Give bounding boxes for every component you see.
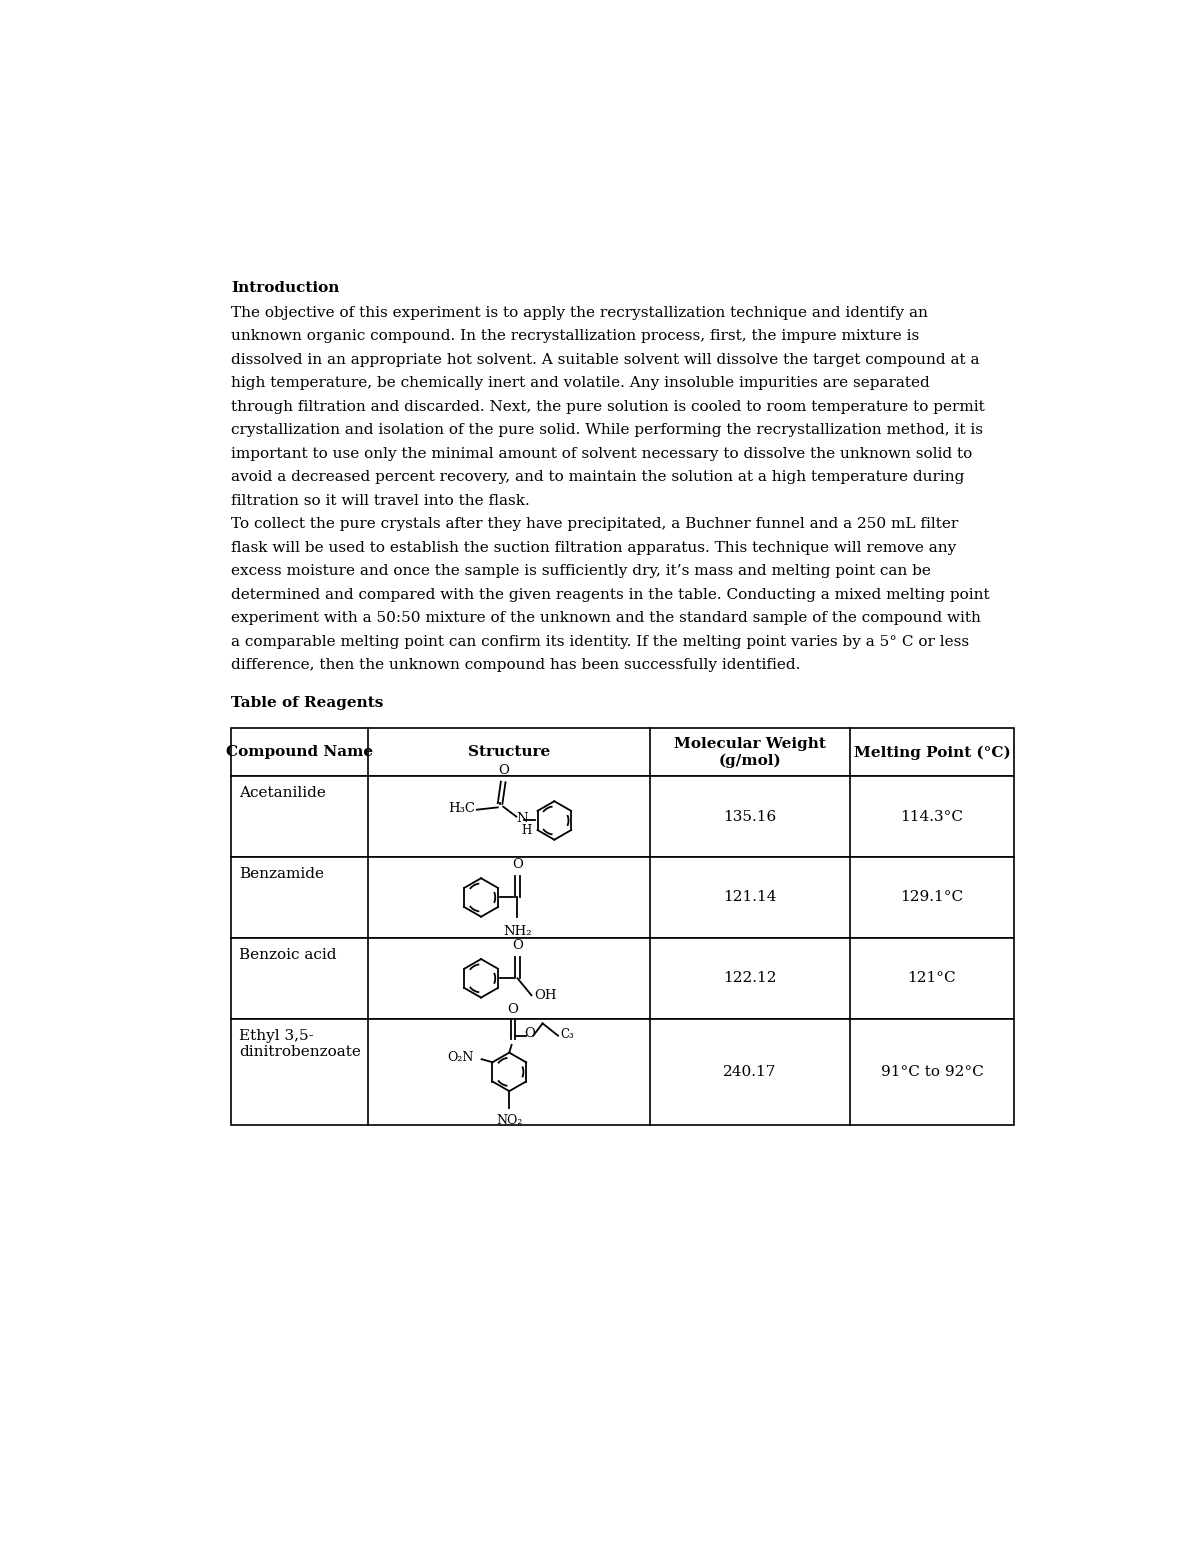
Text: Benzamide: Benzamide [239,867,324,881]
Text: excess moisture and once the sample is sufficiently dry, it’s mass and melting p: excess moisture and once the sample is s… [232,564,931,578]
Text: 240.17: 240.17 [724,1065,776,1079]
Text: unknown organic compound. In the recrystallization process, first, the impure mi: unknown organic compound. In the recryst… [232,329,919,343]
Text: O₂N: O₂N [448,1051,474,1064]
Text: Table of Reagents: Table of Reagents [232,696,384,710]
Text: Structure: Structure [468,745,551,759]
Text: Introduction: Introduction [232,281,340,295]
Text: dissolved in an appropriate hot solvent. A suitable solvent will dissolve the ta: dissolved in an appropriate hot solvent.… [232,353,980,367]
Text: 122.12: 122.12 [724,971,776,985]
Text: determined and compared with the given reagents in the table. Conducting a mixed: determined and compared with the given r… [232,587,990,601]
Text: 121°C: 121°C [907,971,956,985]
Text: crystallization and isolation of the pure solid. While performing the recrystall: crystallization and isolation of the pur… [232,422,983,436]
Text: H: H [521,825,532,837]
Text: Compound Name: Compound Name [227,745,373,759]
Text: experiment with a 50:50 mixture of the unknown and the standard sample of the co: experiment with a 50:50 mixture of the u… [232,610,982,624]
Text: Acetanilide: Acetanilide [239,786,326,800]
Text: O: O [512,859,523,871]
Text: O: O [512,940,523,952]
Text: high temperature, be chemically inert and volatile. Any insoluble impurities are: high temperature, be chemically inert an… [232,376,930,390]
Text: 135.16: 135.16 [724,809,776,823]
Text: The objective of this experiment is to apply the recrystallization technique and: The objective of this experiment is to a… [232,306,929,320]
Text: To collect the pure crystals after they have precipitated, a Buchner funnel and : To collect the pure crystals after they … [232,517,959,531]
Bar [232,728,1014,776]
Text: Molecular Weight
(g/mol): Molecular Weight (g/mol) [674,738,826,767]
Text: OH: OH [534,989,557,1002]
Text: important to use only the minimal amount of solvent necessary to dissolve the un: important to use only the minimal amount… [232,447,973,461]
Text: Ethyl 3,5-
dinitrobenzoate: Ethyl 3,5- dinitrobenzoate [239,1028,361,1059]
Bar [232,938,1014,1019]
Text: NH₂: NH₂ [503,926,532,938]
Text: NO₂: NO₂ [496,1114,522,1127]
Text: H₃C: H₃C [449,801,475,815]
Text: Benzoic acid: Benzoic acid [239,947,337,961]
Text: 114.3°C: 114.3°C [900,809,964,823]
Bar [232,857,1014,938]
Text: O: O [508,1003,518,1016]
Text: avoid a decreased percent recovery, and to maintain the solution at a high tempe: avoid a decreased percent recovery, and … [232,471,965,485]
Text: filtration so it will travel into the flask.: filtration so it will travel into the fl… [232,494,530,508]
Text: 121.14: 121.14 [724,890,776,904]
Text: N: N [516,812,528,825]
Text: flask will be used to establish the suction filtration apparatus. This technique: flask will be used to establish the suct… [232,540,956,554]
Text: C₃: C₃ [560,1028,574,1042]
Bar [232,776,1014,857]
Text: O: O [524,1027,535,1041]
Text: a comparable melting point can confirm its identity. If the melting point varies: a comparable melting point can confirm i… [232,635,970,649]
Text: difference, then the unknown compound has been successfully identified.: difference, then the unknown compound ha… [232,658,800,672]
Text: 91°C to 92°C: 91°C to 92°C [881,1065,983,1079]
Text: through filtration and discarded. Next, the pure solution is cooled to room temp: through filtration and discarded. Next, … [232,399,985,413]
Bar [232,1019,1014,1124]
Text: O: O [498,764,510,778]
Text: 129.1°C: 129.1°C [900,890,964,904]
Text: Melting Point (°C): Melting Point (°C) [853,745,1010,759]
